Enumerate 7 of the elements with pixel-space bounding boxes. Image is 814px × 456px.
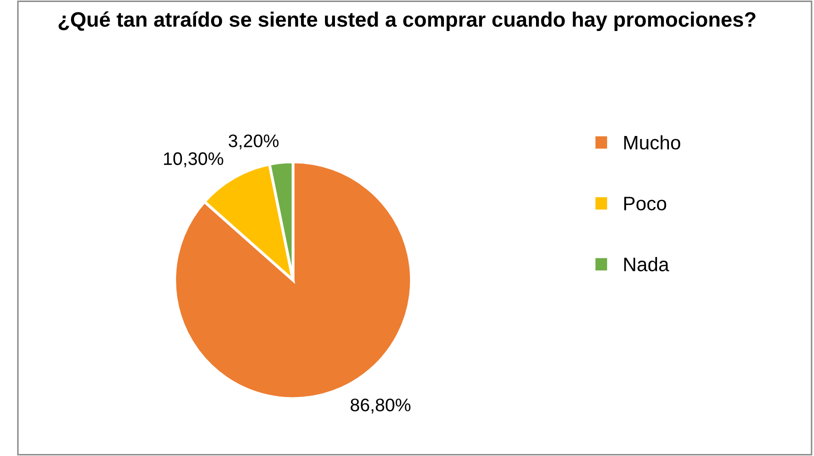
data-label: 3,20% <box>228 134 279 150</box>
legend-label: Mucho <box>624 135 680 150</box>
chart-title: ¿Qué tan atraído se siente usted a comprar cuando hay promociones? <box>58 11 756 32</box>
legend-label: Poco <box>624 196 666 210</box>
data-label: 10,30% <box>164 152 224 168</box>
data-label: 86,80% <box>350 398 410 414</box>
legend-label: Nada <box>624 257 670 272</box>
